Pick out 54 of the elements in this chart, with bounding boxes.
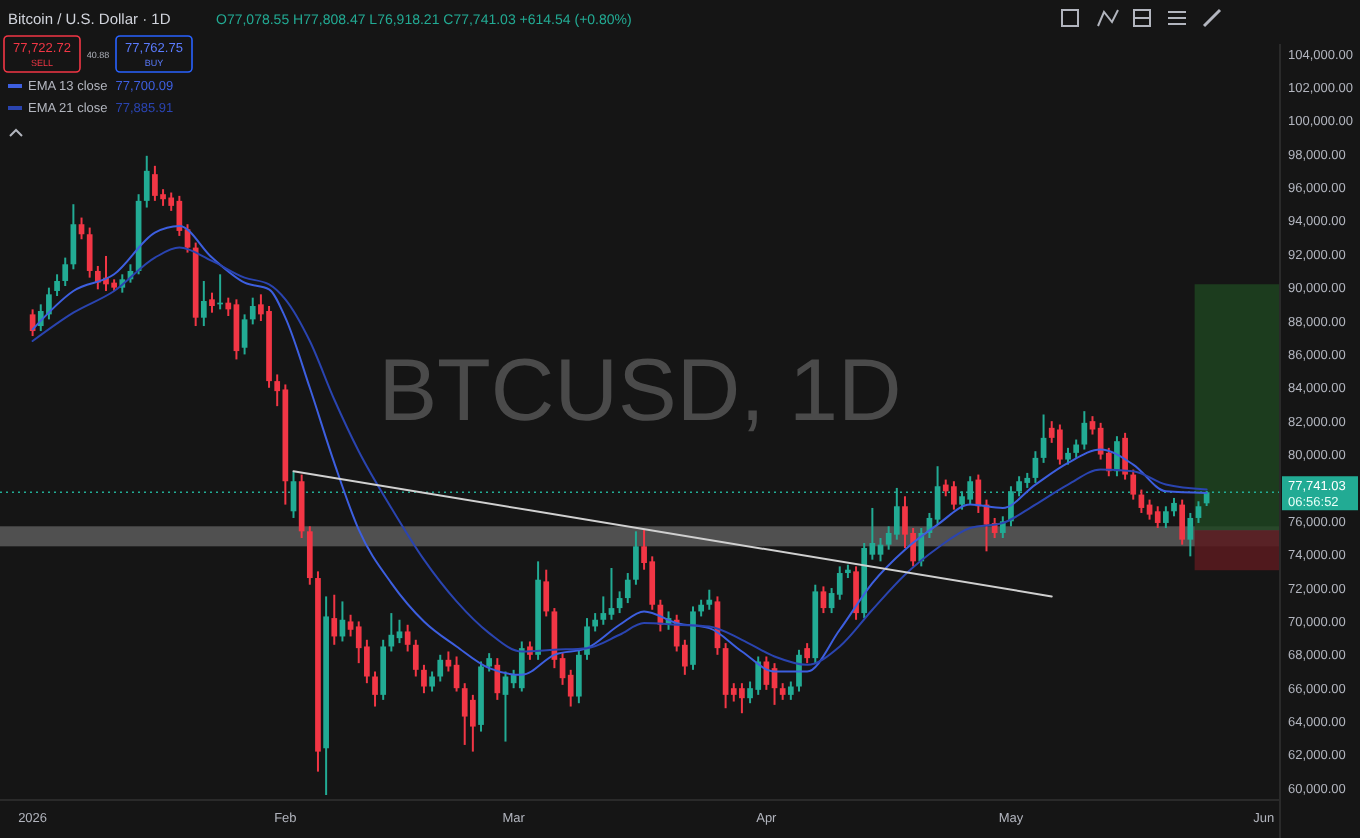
candlestick <box>437 653 444 683</box>
candlestick <box>1179 498 1186 546</box>
candlestick <box>331 593 338 646</box>
candlestick <box>1163 505 1169 529</box>
candlestick <box>951 480 957 511</box>
candlestick <box>584 617 590 661</box>
candlestick <box>306 525 313 586</box>
candlestick <box>143 154 150 209</box>
candlestick <box>543 568 550 618</box>
candlestick <box>836 565 843 601</box>
candlestick <box>576 648 582 705</box>
candlestick <box>633 530 639 586</box>
candlestick <box>755 655 762 696</box>
candlestick <box>152 164 158 202</box>
candlestick <box>1154 505 1161 529</box>
candlestick <box>1073 438 1080 459</box>
candlestick <box>241 313 248 356</box>
candlestick <box>94 264 101 291</box>
candlestick <box>372 670 378 708</box>
candlestick <box>804 642 810 665</box>
candlestick <box>600 595 607 626</box>
candlestick <box>706 588 713 611</box>
candlestick <box>429 670 435 693</box>
candlestick <box>975 473 982 514</box>
candlestick <box>54 273 60 297</box>
candlestick <box>1114 435 1120 478</box>
candlestick <box>787 680 794 701</box>
candlestick <box>1057 423 1063 466</box>
candlestick <box>86 226 93 279</box>
candlestick <box>461 682 468 746</box>
candlestick <box>404 623 411 653</box>
candlestick <box>624 572 631 605</box>
candlestick <box>1130 468 1137 501</box>
candlestick <box>46 286 52 321</box>
candlestick <box>62 256 69 287</box>
candlestick <box>486 652 493 673</box>
candlestick <box>518 640 525 693</box>
candlestick <box>739 682 745 715</box>
candlestick <box>209 291 215 314</box>
candlestick <box>1171 496 1177 518</box>
candlestick <box>412 638 419 678</box>
candlestick <box>388 612 395 653</box>
candlestick <box>470 693 476 753</box>
candlestick <box>608 567 615 621</box>
candlestick <box>494 657 501 701</box>
candlestick <box>1081 410 1088 451</box>
candlestick <box>1195 500 1202 524</box>
candlestick <box>1187 511 1194 558</box>
candlestick <box>249 296 256 326</box>
candlestick <box>592 612 599 633</box>
candlestick <box>421 663 427 695</box>
candlestick <box>396 618 403 645</box>
candlestick <box>853 565 859 621</box>
candlestick <box>200 279 207 328</box>
